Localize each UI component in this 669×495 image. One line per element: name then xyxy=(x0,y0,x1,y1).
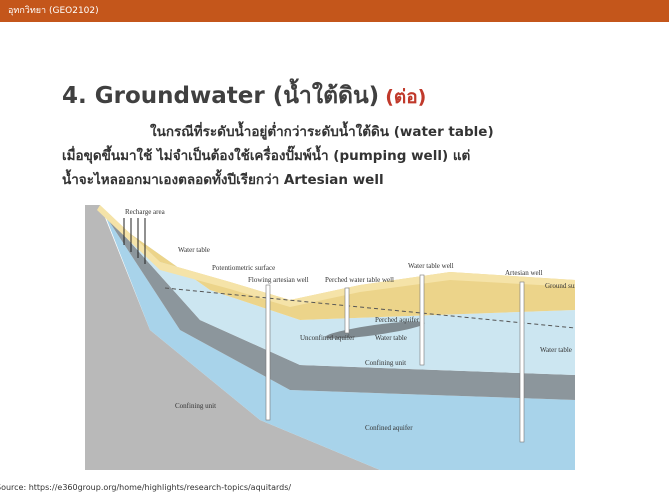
header-bar: อุทกวิทยา (GEO2102) xyxy=(0,0,669,22)
title-main: 4. Groundwater (น้ำใต้ดิน) xyxy=(62,83,379,109)
body-text: ในกรณีที่ระดับน้ำอยู่ต่ำกว่าระดับน้ำใต้ด… xyxy=(62,120,622,192)
body-line: น้ำจะไหลออกมาเองตลอดทั้งปีเรียกว่า Artes… xyxy=(62,168,622,192)
body-line: เมื่อขุดขึ้นมาใช้ ไม่จำเป็นต้องใช้เครื่อ… xyxy=(62,144,622,168)
label: Confined aquifer xyxy=(365,424,413,432)
label: Artesian well xyxy=(505,269,543,277)
label: Water table well xyxy=(408,262,454,270)
label: Recharge area xyxy=(125,208,166,216)
label: Water table xyxy=(375,334,407,342)
label: Potentiometric surface xyxy=(212,264,275,272)
label: Water table xyxy=(178,246,210,254)
groundwater-diagram: Recharge area Water table Potentiometric… xyxy=(85,200,575,470)
body-line: ในกรณีที่ระดับน้ำอยู่ต่ำกว่าระดับน้ำใต้ด… xyxy=(62,120,622,144)
course-label: อุทกวิทยา (GEO2102) xyxy=(8,6,99,16)
slide: อุทกวิทยา (GEO2102) 4. Groundwater (น้ำใ… xyxy=(0,0,669,495)
label: Water table xyxy=(540,346,572,354)
label: Perched water table well xyxy=(325,276,394,284)
label: Confining unit xyxy=(365,359,406,367)
label: Unconfined aquifer xyxy=(300,334,355,342)
label: Confining unit xyxy=(175,402,216,410)
label: Flowing artesian well xyxy=(248,276,309,284)
slide-title: 4. Groundwater (น้ำใต้ดิน) (ต่อ) xyxy=(62,78,426,114)
source-note: Source: https://e360group.org/home/highl… xyxy=(0,483,291,492)
label: Perched aquifer xyxy=(375,316,420,324)
label: Ground surface xyxy=(545,282,575,290)
title-suffix: (ต่อ) xyxy=(385,86,426,108)
